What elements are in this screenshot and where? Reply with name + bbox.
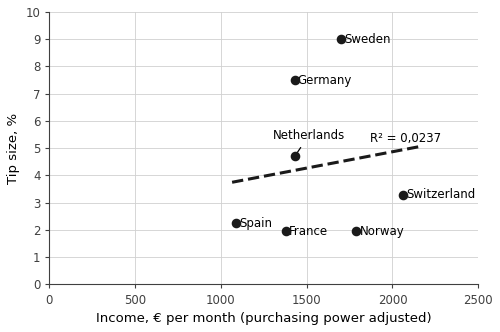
Text: Germany: Germany — [298, 74, 352, 87]
Text: Netherlands: Netherlands — [272, 129, 344, 154]
Point — [282, 229, 290, 234]
Text: R² = 0,0237: R² = 0,0237 — [370, 132, 442, 145]
Text: Norway: Norway — [360, 225, 405, 238]
Text: Spain: Spain — [240, 217, 272, 230]
Text: Switzerland: Switzerland — [406, 188, 475, 201]
Point — [290, 154, 298, 159]
Point — [352, 229, 360, 234]
Point — [290, 77, 298, 83]
Point — [399, 192, 407, 197]
Y-axis label: Tip size, %: Tip size, % — [7, 113, 20, 184]
X-axis label: Income, € per month (purchasing power adjusted): Income, € per month (purchasing power ad… — [96, 312, 432, 325]
Point — [337, 37, 345, 42]
Text: Sweden: Sweden — [344, 33, 391, 46]
Text: France: France — [289, 225, 329, 238]
Point — [232, 220, 240, 226]
